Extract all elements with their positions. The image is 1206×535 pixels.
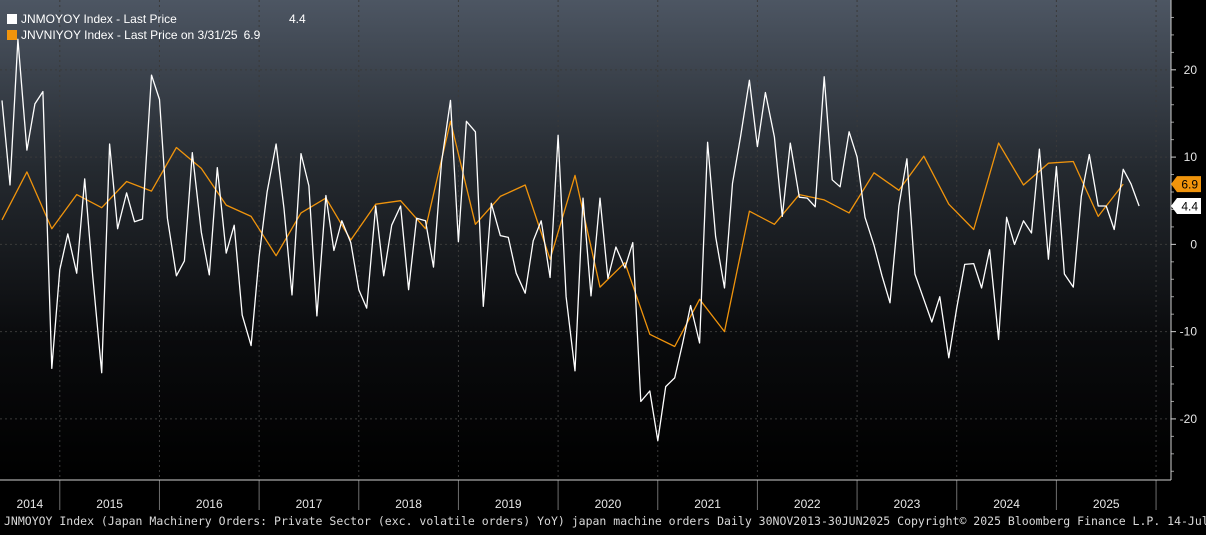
- grid: [0, 0, 1171, 480]
- legend-swatch-white: [7, 14, 17, 24]
- legend: JNMOYOY Index - Last Price 4.4 JNVNIYOY …: [7, 11, 306, 43]
- legend-label-series2: JNVNIYOY Index - Last Price on 3/31/25: [21, 28, 238, 42]
- y-tick-label: 20: [1184, 63, 1198, 77]
- legend-value-series1: 4.4: [289, 12, 306, 26]
- tag-shape: [1171, 176, 1201, 193]
- x-year-label: 2024: [993, 497, 1020, 511]
- legend-label-series1: JNMOYOY Index - Last Price: [21, 12, 177, 26]
- last-value-tag-white: 4.4: [1171, 197, 1201, 214]
- footer-text: JNMOYOY Index (Japan Machinery Orders: P…: [4, 514, 1206, 528]
- legend-entry-series2[interactable]: JNVNIYOY Index - Last Price on 3/31/25 6…: [7, 27, 306, 43]
- x-year-label: 2018: [395, 497, 422, 511]
- y-tick-label: 10: [1184, 150, 1198, 164]
- x-year-label: 2021: [694, 497, 721, 511]
- footer-caption: JNMOYOY Index (Japan Machinery Orders: P…: [0, 512, 1206, 530]
- y-tick-label: -10: [1180, 325, 1198, 339]
- x-year-label: 2023: [894, 497, 921, 511]
- y-tick-label: -20: [1180, 412, 1198, 426]
- legend-value-series2: 6.9: [243, 28, 261, 42]
- x-year-label: 2017: [296, 497, 323, 511]
- y-tick-label: 0: [1190, 237, 1197, 251]
- tag-label: 4.4: [1181, 199, 1198, 213]
- legend-swatch-orange: [7, 30, 17, 40]
- tag-shape: [1171, 197, 1201, 214]
- series-line-jnmoyoy: [1, 38, 1140, 442]
- last-value-tags: 6.9 4.4: [1171, 176, 1201, 214]
- x-year-label: 2025: [1093, 497, 1120, 511]
- last-value-tag-orange: 6.9: [1171, 176, 1201, 193]
- legend-entry-series1[interactable]: JNMOYOY Index - Last Price 4.4: [7, 11, 306, 27]
- x-year-label: 2014: [17, 497, 44, 511]
- x-year-label: 2019: [495, 497, 522, 511]
- x-year-label: 2020: [595, 497, 622, 511]
- x-year-label: 2015: [96, 497, 123, 511]
- x-year-label: 2022: [794, 497, 821, 511]
- series-lines: [1, 38, 1140, 442]
- tag-label: 6.9: [1181, 178, 1198, 192]
- axes: 20 10 0 -10 -20 2014 2015 2016 2017 2018 2019 2020 2…: [0, 0, 1197, 511]
- plot-background: [0, 0, 1171, 480]
- x-year-label: 2016: [196, 497, 223, 511]
